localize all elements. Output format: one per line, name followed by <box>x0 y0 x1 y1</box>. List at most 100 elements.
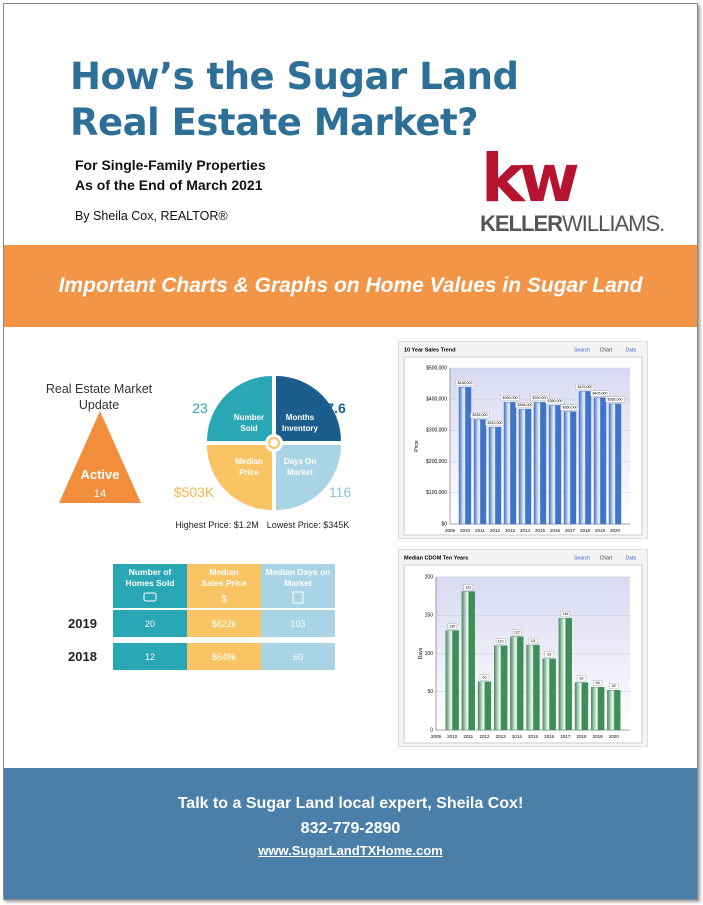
quadrant-label: Months <box>286 413 315 422</box>
logo-mark: kw <box>481 140 580 217</box>
bar <box>503 402 517 525</box>
y-tick-label: 150 <box>425 613 434 619</box>
quadrant-value: $503K <box>174 484 215 500</box>
bar <box>526 644 540 731</box>
pie-center-icon <box>268 437 280 449</box>
byline: By Sheila Cox, REALTOR® <box>75 209 228 223</box>
footer-website[interactable]: www.SugarLandTXHome.com <box>258 843 443 858</box>
x-tick-label: 2010 <box>447 734 458 739</box>
subtitle-line: As of the End of March 2021 <box>75 177 263 193</box>
value-label: $405,000 <box>593 391 608 395</box>
value-label: $368,000 <box>518 403 533 407</box>
footer <box>4 768 697 899</box>
x-tick-label: 2014 <box>520 528 531 533</box>
highest-price: Highest Price: $1.2M <box>175 520 259 530</box>
value-label: 52 <box>612 684 616 688</box>
update-title: Real Estate Market <box>46 382 153 396</box>
y-tick-label: $100,000 <box>426 490 447 496</box>
value-label: 122 <box>514 630 520 634</box>
column-header: Median <box>209 567 238 577</box>
update-title: Update <box>79 398 119 412</box>
x-tick-label: 2020 <box>609 734 620 739</box>
y-tick-label: $0 <box>441 521 447 527</box>
value-label-box <box>528 637 538 644</box>
y-tick-label: $400,000 <box>426 397 447 403</box>
value-label-box <box>447 623 457 630</box>
bar <box>461 591 475 731</box>
row-year: 2018 <box>68 649 97 664</box>
icon-dollar: $ <box>221 594 227 605</box>
value-label: 111 <box>530 639 535 643</box>
bar <box>493 645 508 731</box>
value-label: $385,000 <box>608 398 623 402</box>
quadrant-label: Market <box>287 468 313 477</box>
pie-quadrant <box>276 376 341 441</box>
subtitle-line: For Single-Family Properties <box>75 157 266 173</box>
chart-tab: Data <box>625 555 636 561</box>
value-label: 63 <box>483 676 487 680</box>
value-label: $425,000 <box>578 385 593 389</box>
bar <box>477 681 492 731</box>
infographic: Real Estate Market Update Active 14 Numb… <box>46 376 352 670</box>
column-header: Sales Price <box>201 578 247 588</box>
value-label: 181 <box>465 585 471 589</box>
bar <box>510 636 524 731</box>
chart-title: 10 Year Sales Trend <box>404 347 456 353</box>
icon-home <box>143 592 157 602</box>
cell-text: 12 <box>145 652 155 662</box>
value-label-box <box>463 584 473 591</box>
value-label-box <box>609 683 619 689</box>
y-tick-label: $200,000 <box>426 459 447 465</box>
bar <box>533 402 547 525</box>
value-label-box <box>500 395 520 401</box>
value-label: 110 <box>498 640 504 644</box>
cell-text: 20 <box>145 619 155 629</box>
cell-text: $649k <box>212 652 237 662</box>
value-label-box <box>530 395 550 401</box>
y-axis-label: Price <box>414 440 420 452</box>
value-label: 62 <box>580 676 584 680</box>
cell <box>187 610 261 637</box>
flyer: How’s the Sugar Land Real Estate Market?… <box>3 3 698 900</box>
x-tick-label: 2020 <box>610 528 621 533</box>
value-label-box <box>470 412 490 419</box>
value-label-box <box>575 384 595 391</box>
quadrant-value: 116 <box>329 484 352 500</box>
x-tick-label: 2015 <box>535 528 546 533</box>
pie-center <box>265 434 283 452</box>
x-tick-label: 2016 <box>550 528 561 533</box>
value-label: $390,000 <box>533 396 548 400</box>
chart: 10 Year Sales Trend Data Chart Search $0 $100… <box>398 341 648 539</box>
pie-quadrant <box>276 445 341 510</box>
pie-quadrant <box>207 376 272 441</box>
cell <box>261 643 335 670</box>
value-label: 93 <box>547 653 551 657</box>
bar <box>518 408 532 525</box>
cell <box>113 610 187 637</box>
value-label: $310,000 <box>488 421 503 425</box>
banner <box>4 245 697 327</box>
brand-part: WILLIAMS. <box>562 211 665 236</box>
value-label: $335,000 <box>473 413 488 417</box>
y-axis-label: Days <box>418 647 424 659</box>
quadrant-label: Number <box>234 413 264 422</box>
value-label: 146 <box>562 612 568 616</box>
bar <box>607 690 621 731</box>
cell <box>261 610 335 637</box>
value-label-box <box>512 629 522 636</box>
bar <box>542 658 556 731</box>
active-count: 14 <box>94 488 106 500</box>
column-header: Homes Sold <box>125 578 174 588</box>
x-tick-label: 2015 <box>528 734 539 739</box>
title: How’s the Sugar Land Real Estate Market? <box>70 54 519 146</box>
chart-tab: Chart <box>600 347 613 353</box>
header-cell <box>261 564 335 608</box>
x-tick-label: 2013 <box>505 528 516 533</box>
x-tick-label: 2010 <box>460 528 471 533</box>
value-label: $360,000 <box>563 405 578 409</box>
y-tick-label: 200 <box>425 574 434 580</box>
cell <box>113 643 187 670</box>
bar <box>608 403 622 525</box>
value-label: $438,000 <box>458 381 473 385</box>
